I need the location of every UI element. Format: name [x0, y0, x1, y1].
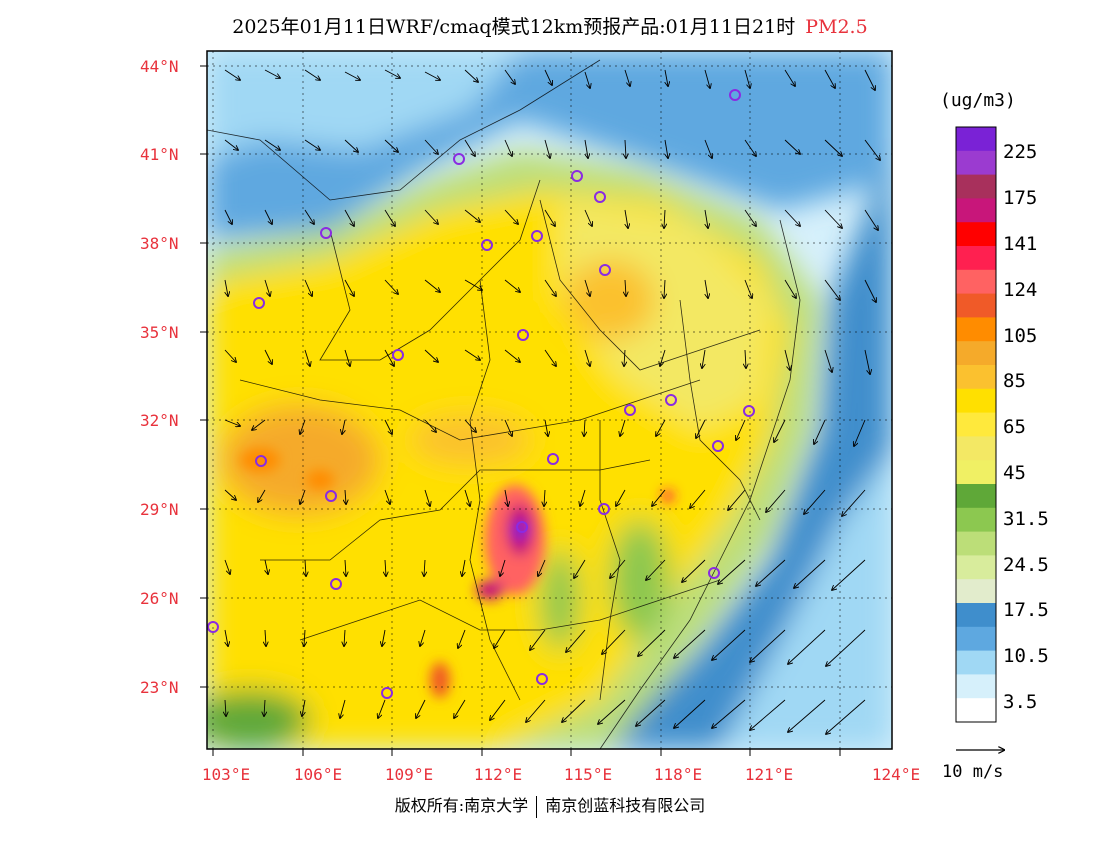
colorbar-label-85: 85	[1003, 370, 1026, 392]
pm25-field	[207, 51, 892, 749]
lat-label-32: 32°N	[140, 411, 179, 430]
colorbar-swatch	[956, 650, 996, 675]
map-frame	[206, 50, 893, 750]
lon-label-103: 103°E	[201, 765, 251, 784]
colorbar-swatch	[956, 198, 996, 223]
colorbar-label-124: 124	[1003, 279, 1038, 301]
colorbar-swatch	[956, 484, 996, 509]
colorbar-swatch	[956, 460, 996, 485]
colorbar-label-3-5: 3.5	[1003, 691, 1038, 713]
colorbar-label-17-5: 17.5	[1003, 599, 1049, 621]
title-main: 2025年01月11日WRF/cmaq模式12km预报产品:01月11日21时	[232, 16, 796, 38]
colorbar-swatch	[956, 579, 996, 604]
lat-label-44: 44°N	[140, 57, 179, 76]
colorbar-swatch	[956, 317, 996, 342]
colorbar-label-31-5: 31.5	[1003, 508, 1049, 530]
colorbar-swatch	[956, 555, 996, 580]
axis-ticks	[200, 65, 841, 756]
lat-label-38: 38°N	[140, 234, 179, 253]
lon-label-121: 121°E	[744, 765, 794, 784]
colorbar-swatch	[956, 436, 996, 461]
lat-label-26: 26°N	[140, 589, 179, 608]
colorbar-unit: (ug/m3)	[940, 90, 1016, 111]
copyright-divider	[536, 795, 538, 818]
colorbar-swatch	[956, 412, 996, 437]
title-pollutant: PM2.5	[805, 16, 868, 38]
colorbar-label-10-5: 10.5	[1003, 645, 1049, 667]
chart-title: 2025年01月11日WRF/cmaq模式12km预报产品:01月11日21时 P…	[0, 12, 1100, 39]
lon-label-118: 118°E	[653, 765, 703, 784]
wind-reference-label: 10 m/s	[942, 762, 1004, 782]
colorbar-swatch	[956, 150, 996, 176]
colorbar-label-141: 141	[1003, 233, 1038, 255]
colorbar-swatch	[956, 365, 996, 390]
lon-label-112: 112°E	[473, 765, 523, 784]
colorbar-swatch	[956, 293, 996, 318]
graticule	[207, 51, 892, 749]
colorbar-swatch	[956, 246, 996, 271]
colorbar-label-225: 225	[1003, 141, 1038, 163]
colorbar-swatch	[956, 388, 996, 414]
province-boundaries	[207, 59, 801, 749]
colorbar-swatch	[956, 626, 996, 652]
colorbar-swatch	[956, 269, 996, 295]
colorbar-swatch	[956, 698, 996, 723]
lat-label-23: 23°N	[140, 678, 179, 697]
colorbar-swatch	[956, 127, 996, 152]
copyright-left: 版权所有:南京大学	[394, 796, 529, 815]
colorbar-swatch	[956, 674, 996, 699]
colorbar-swatch	[956, 531, 996, 556]
colorbar-swatch	[956, 341, 996, 366]
colorbar-swatch	[956, 603, 996, 628]
copyright-right: 南京创蓝科技有限公司	[545, 796, 706, 815]
lat-label-41: 41°N	[140, 145, 179, 164]
lat-label-35: 35°N	[140, 323, 179, 342]
colorbar-label-24-5: 24.5	[1003, 554, 1049, 576]
lat-label-29: 29°N	[140, 500, 179, 519]
lon-label-106: 106°E	[293, 765, 343, 784]
colorbar-label-105: 105	[1003, 325, 1038, 347]
colorbar-label-175: 175	[1003, 187, 1038, 209]
copyright: 版权所有:南京大学 南京创蓝科技有限公司	[0, 792, 1100, 818]
colorbar-swatch	[956, 222, 996, 247]
lon-label-109: 109°E	[384, 765, 434, 784]
colorbar-label-65: 65	[1003, 416, 1026, 438]
lon-label-124: 124°E	[871, 765, 921, 784]
colorbar	[956, 127, 996, 723]
colorbar-frame	[955, 126, 997, 723]
colorbar-swatch	[956, 507, 996, 533]
colorbar-swatch	[956, 174, 996, 199]
colorbar-label-45: 45	[1003, 462, 1026, 484]
lon-label-115: 115°E	[563, 765, 613, 784]
city-markers	[207, 89, 755, 699]
wind-vectors	[225, 69, 880, 734]
